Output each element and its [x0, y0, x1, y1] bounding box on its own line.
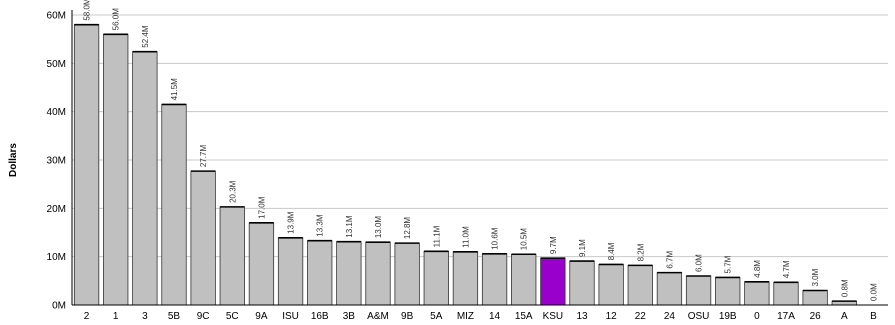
bar [744, 281, 770, 306]
x-tick-label: 17A [777, 311, 795, 322]
bar [598, 263, 624, 306]
data-label: 12.8M [403, 217, 412, 240]
x-tick-label: 0 [754, 311, 760, 322]
bar [511, 253, 537, 306]
data-label: 4.7M [782, 260, 791, 278]
x-tick-label: 5B [168, 311, 181, 322]
y-tick-label: 60M [47, 11, 66, 22]
x-tick-label: 19B [719, 311, 737, 322]
y-tick-label: 30M [47, 156, 66, 167]
bar [307, 240, 333, 306]
bar [685, 275, 712, 306]
bar [569, 260, 595, 306]
bar [394, 242, 420, 306]
x-tick-label: 9B [401, 311, 414, 322]
bar [132, 51, 158, 306]
bars [73, 23, 857, 306]
data-label: 58.0M [83, 0, 92, 21]
data-label: 13.3M [316, 214, 325, 237]
bar [802, 290, 828, 306]
bar [248, 222, 275, 306]
data-label: 8.4M [607, 242, 616, 260]
x-tick-label: 9A [255, 311, 268, 322]
x-tick-label: ISU [282, 311, 299, 322]
bar [715, 277, 741, 306]
bar [452, 251, 479, 306]
data-label: 0.0M [869, 283, 878, 301]
x-tick-label: 3 [142, 311, 148, 322]
data-label: 0.8M [840, 279, 849, 297]
data-label: 13.1M [345, 215, 354, 238]
data-label: 6.0M [695, 254, 704, 272]
x-tick-label: A [841, 311, 848, 322]
x-tick-label: 16B [311, 311, 329, 322]
data-label: 3.0M [811, 268, 820, 286]
y-tick-label: 0M [52, 301, 66, 312]
x-tick-label: 15A [515, 311, 533, 322]
data-label: 41.5M [170, 78, 179, 101]
bar [365, 241, 391, 306]
bar [773, 281, 799, 306]
data-label: 9.7M [549, 236, 558, 254]
labels: 0M 10M 20M 30M 40M 50M 60M 2 58.0M 1 56.0M 3 52.4M 5B… [47, 0, 879, 322]
x-tick-label: OSU [688, 311, 710, 322]
x-tick-label: B [870, 311, 877, 322]
data-label: 56.0M [112, 8, 121, 31]
x-tick-label: 24 [664, 311, 676, 322]
bar [277, 237, 304, 306]
bar [656, 272, 683, 306]
y-tick-label: 20M [47, 204, 66, 215]
data-label: 4.8M [753, 260, 762, 278]
axes [71, 10, 888, 306]
data-label: 10.5M [520, 228, 529, 251]
data-label: 17.0M [257, 196, 266, 219]
x-tick-label: KSU [543, 311, 564, 322]
y-axis-label: Dollars [8, 143, 19, 177]
bar [161, 104, 187, 306]
bar [481, 253, 508, 306]
x-tick-label: 1 [113, 311, 119, 322]
x-tick-label: 14 [489, 311, 501, 322]
data-label: 52.4M [141, 25, 150, 48]
data-label: 8.2M [636, 243, 645, 261]
y-tick-label: 10M [47, 252, 66, 263]
data-label: 5.7M [724, 255, 733, 273]
y-tick-label: 40M [47, 107, 66, 118]
x-tick-label: A&M [367, 311, 389, 322]
bar [627, 264, 653, 306]
data-label: 13.9M [287, 211, 296, 234]
data-label: 10.6M [491, 227, 500, 250]
x-tick-label: 2 [84, 311, 90, 322]
y-tick-label: 50M [47, 59, 66, 70]
bar [190, 170, 216, 306]
x-tick-label: 5A [430, 311, 443, 322]
bar [423, 250, 449, 306]
bar [540, 257, 566, 306]
data-label: 6.7M [665, 250, 674, 268]
data-label: 9.1M [578, 239, 587, 257]
data-label: 27.7M [199, 145, 208, 168]
x-tick-label: 13 [576, 311, 588, 322]
x-tick-label: 22 [635, 311, 647, 322]
data-label: 11.1M [432, 225, 441, 247]
data-label: 20.3M [228, 180, 237, 203]
bar [219, 206, 245, 306]
x-tick-label: 5C [226, 311, 239, 322]
x-tick-label: 9C [197, 311, 210, 322]
x-tick-label: 12 [606, 311, 618, 322]
data-label: 11.0M [461, 226, 470, 248]
x-tick-label: 26 [810, 311, 822, 322]
bar [73, 24, 100, 306]
data-label: 13.0M [374, 216, 383, 239]
x-tick-label: MIZ [457, 311, 474, 322]
x-tick-label: 3B [343, 311, 356, 322]
bar [336, 241, 362, 306]
bar [103, 33, 129, 306]
